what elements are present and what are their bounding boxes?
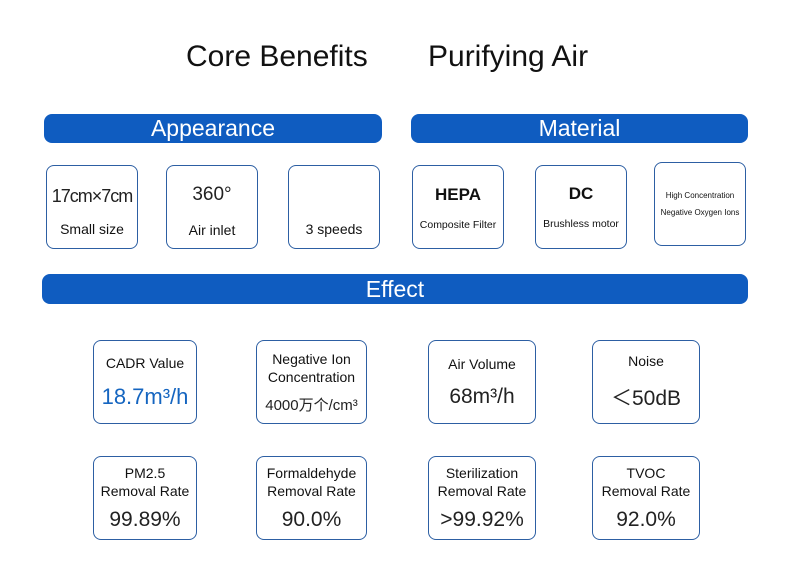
pm25-label1: PM2.5 (124, 465, 166, 481)
speeds-card: 3 speeds (288, 165, 380, 249)
effect-banner: Effect (42, 274, 748, 304)
cadr-label: CADR Value (105, 355, 185, 371)
effect-banner-label: Effect (365, 275, 425, 302)
appearance-banner-label: Appearance (150, 115, 276, 141)
formaldehyde-label2: Removal Rate (267, 483, 356, 499)
small-size-card: 17cm×7cm Small size (46, 165, 138, 249)
formaldehyde-card: Formaldehyde Removal Rate 90.0% (256, 456, 367, 540)
hepa-value: HEPA (435, 185, 481, 204)
tvoc-card: TVOC Removal Rate 92.0% (592, 456, 700, 540)
negative-ion-card: Negative Ion Concentration 4000万个/cm³ (256, 340, 367, 424)
negative-ions-card: High Concentration Negative Oxygen Ions (654, 162, 746, 246)
purifying-air-title: Purifying Air (428, 40, 589, 73)
tvoc-label2: Removal Rate (601, 483, 691, 499)
material-banner-label: Material (538, 115, 621, 141)
air-volume-card: Air Volume 68m³/h (428, 340, 536, 424)
pm25-card: PM2.5 Removal Rate 99.89% (93, 456, 197, 540)
dc-value: DC (568, 184, 594, 203)
sterilization-label2: Removal Rate (437, 483, 527, 499)
formaldehyde-value: 90.0% (281, 508, 342, 531)
pm25-value: 99.89% (109, 508, 181, 531)
sterilization-label1: Sterilization (445, 465, 519, 481)
tvoc-label1: TVOC (626, 465, 666, 481)
ions-line1: High Concentration (665, 191, 735, 200)
ions-line2: Negative Oxygen Ions (660, 208, 740, 217)
negative-ion-value: 4000万个/cm³ (265, 396, 358, 414)
speeds-label: 3 speeds (305, 221, 363, 237)
hepa-card: HEPA Composite Filter (412, 165, 504, 249)
air-inlet-card: 360° Air inlet (166, 165, 258, 249)
hepa-label: Composite Filter (419, 219, 497, 231)
tvoc-value: 92.0% (616, 508, 676, 531)
air-volume-label: Air Volume (448, 356, 516, 372)
negative-ion-label2: Concentration (267, 368, 356, 385)
core-benefits-title: Core Benefits (186, 40, 368, 73)
sterilization-card: Sterilization Removal Rate >99.92% (428, 456, 536, 540)
air-volume-value: 68m³/h (449, 385, 515, 408)
noise-label: Noise (628, 353, 664, 369)
inlet-value: 360° (192, 184, 232, 205)
negative-ion-label1: Negative Ion (272, 350, 351, 367)
inlet-label: Air inlet (188, 222, 236, 238)
cadr-card: CADR Value 18.7m³/h (93, 340, 197, 424)
appearance-banner: Appearance (44, 114, 382, 143)
dc-label: Brushless motor (543, 218, 619, 230)
size-label: Small size (60, 221, 124, 237)
cadr-value: 18.7m³/h (101, 384, 189, 409)
formaldehyde-label1: Formaldehyde (266, 465, 357, 481)
sterilization-value: >99.92% (440, 508, 524, 531)
pm25-label2: Removal Rate (100, 483, 190, 499)
size-value: 17cm×7cm (51, 186, 134, 206)
dc-motor-card: DC Brushless motor (535, 165, 627, 249)
noise-card: Noise ＜50dB (592, 340, 700, 424)
material-banner: Material (411, 114, 748, 143)
noise-value: ＜50dB (610, 387, 682, 410)
